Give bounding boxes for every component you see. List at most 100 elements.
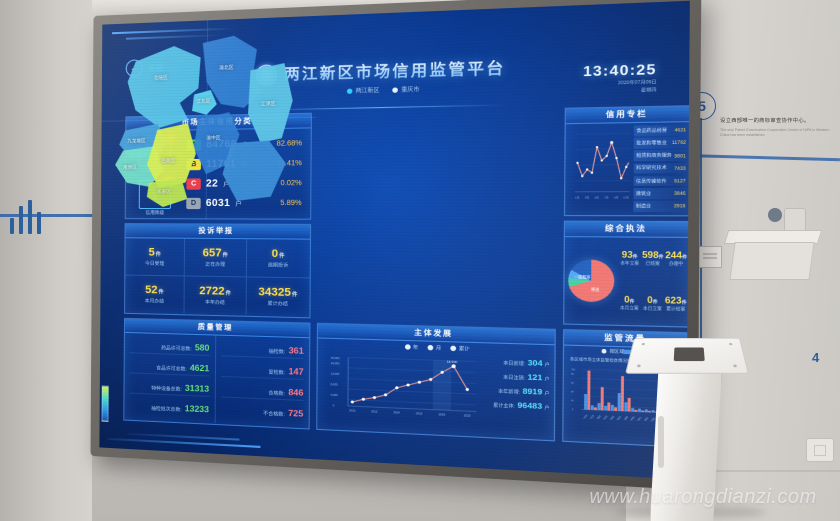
enforcement-cell: 598件 已结案	[641, 237, 665, 282]
wall-accent-stripe-left	[0, 214, 110, 217]
development-line-chart: 18,900 0 4,000 8,000 12,000 16,000 20,000 20…	[330, 353, 479, 419]
dev-toggle-year[interactable]: 年	[412, 345, 419, 352]
dashboard: ← 返回 两江新区市场信用监管平台 两江新区 重庆市 13:40:25 20	[99, 1, 690, 480]
svg-text:0: 0	[333, 403, 335, 407]
left-wall	[0, 0, 92, 521]
svg-text:北碚区: 北碚区	[594, 414, 602, 422]
svg-text:2018: 2018	[439, 412, 446, 417]
enforcement-cell: 93件 本年立案	[618, 236, 641, 281]
svg-text:2012: 2012	[371, 409, 378, 414]
card-credit-column: 信用专栏	[563, 105, 690, 217]
enforcement-cell: 0件 本月立案	[618, 281, 641, 326]
list-item[interactable]: 信息传输软件 5127	[633, 175, 689, 187]
step-number-next: 4	[812, 350, 820, 365]
dev-stat-value: 304	[527, 357, 543, 369]
card-development: 主体发展 年 月 累计	[316, 322, 556, 442]
enf-unit: 件	[658, 253, 664, 260]
enforcement-cell: 244件 办理中	[664, 237, 688, 282]
svg-text:1月: 1月	[575, 195, 579, 199]
rank-name: 制造业	[635, 202, 652, 209]
map-label-yuzhong: 渝中区	[206, 135, 221, 141]
map-label-jiangjin: 江津区	[260, 100, 276, 107]
list-item[interactable]: 制造业 2915	[633, 200, 689, 212]
enf-value: 244	[665, 250, 683, 261]
svg-text:12,000: 12,000	[331, 372, 340, 377]
map-label-nanan: 南岸区	[123, 164, 137, 170]
dev-toggle-total[interactable]: 累计	[458, 346, 470, 353]
svg-text:3月: 3月	[585, 195, 589, 199]
package-icon	[698, 246, 722, 268]
svg-text:2020: 2020	[464, 413, 471, 418]
dev-stat-value: 96483	[517, 400, 543, 412]
radio-icon	[602, 348, 607, 354]
map-label-banan: 巴南区	[161, 158, 176, 164]
svg-text:南岸区: 南岸区	[608, 414, 616, 422]
district-map[interactable]: 北碚区 渝北区 江北区 渝中区 九龙坡区 南岸区 巴南区 长寿区 江津区	[101, 16, 317, 422]
kiosk-cable-hole	[673, 347, 705, 362]
dev-stat-label: 累计主体:	[493, 402, 516, 409]
map-color-legend	[101, 385, 109, 422]
dev-stat-unit: 户	[544, 361, 550, 368]
wall-bars-graphic	[8, 200, 52, 234]
development-stats: 本日新增: 304 户 本日注销: 121 户 本年新增:	[481, 356, 550, 416]
display-bezel: ← 返回 两江新区市场信用监管平台 两江新区 重庆市 13:40:25 20	[90, 0, 702, 491]
enforcement-cell: 0件 本日立案	[641, 281, 665, 326]
card-enforcement: 综合执法 一般程序 移送 93件 本年立案	[563, 220, 690, 328]
enf-unit: 件	[629, 297, 635, 304]
step-caption-cn: 设立西部唯一的商标审查协作中心。	[720, 118, 810, 124]
svg-text:九龙坡: 九龙坡	[621, 415, 629, 423]
rank-name: 租赁和商务服务	[636, 152, 672, 159]
map-label-jiangbei: 江北区	[196, 98, 211, 104]
wall-mounted-display: ← 返回 两江新区市场信用监管平台 两江新区 重庆市 13:40:25 20	[90, 0, 702, 491]
svg-text:2010: 2010	[349, 408, 356, 413]
dev-stat-value: 8919	[522, 386, 543, 397]
svg-text:20: 20	[571, 400, 575, 402]
dev-stat-unit: 户	[544, 390, 550, 396]
svg-text:大渡口: 大渡口	[635, 415, 643, 422]
rank-name: 食品药品经营	[636, 126, 667, 133]
svg-text:11月: 11月	[623, 195, 629, 200]
enf-label: 累计结案	[666, 306, 686, 312]
svg-text:沙坪坝: 沙坪坝	[628, 415, 636, 423]
dev-stat-unit: 户	[544, 404, 550, 411]
dev-stat-label: 本年新增:	[498, 388, 521, 395]
list-item[interactable]: 建筑业 3846	[633, 187, 689, 199]
dev-stat-unit: 户	[544, 375, 550, 382]
dev-toggle-month[interactable]: 月	[435, 346, 442, 352]
enf-label: 办理中	[668, 261, 684, 267]
kiosk-slot	[658, 416, 664, 468]
map-label-changshou: 长寿区	[156, 188, 171, 194]
rank-value: 2915	[673, 203, 686, 209]
list-item[interactable]: 批发和零售业 11762	[633, 137, 689, 149]
pie-label-0: 一般程序	[574, 274, 591, 280]
svg-text:长寿区: 长寿区	[642, 416, 650, 423]
svg-text:18,900: 18,900	[447, 359, 458, 364]
svg-text:江津区: 江津区	[648, 416, 656, 423]
hotline-rank-list[interactable]: 食品药品经营 4621 批发和零售业 11762 租赁和商务服务 9801	[632, 121, 690, 215]
enf-label: 本日立案	[642, 305, 662, 311]
floor-line	[620, 470, 840, 472]
rank-value: 7433	[674, 165, 686, 171]
kiosk-stand	[625, 338, 749, 521]
list-item[interactable]: 科学研究技术 7433	[633, 162, 689, 174]
map-shapes	[114, 34, 293, 208]
enf-label: 已结案	[645, 261, 660, 267]
enforcement-pie-chart: 一般程序 移送	[564, 236, 618, 325]
pie-icon: 一般程序 移送	[568, 258, 615, 302]
list-item[interactable]: 租赁和商务服务 9801	[633, 149, 689, 162]
svg-text:9月: 9月	[614, 195, 618, 200]
rank-name: 科学研究技术	[636, 164, 667, 171]
svg-text:80: 80	[571, 374, 575, 376]
step-caption-en: The only Patent Examination Cooperation …	[720, 128, 830, 138]
pie-label-3: 移送	[591, 286, 600, 292]
hotline-line-chart: 1月 3月 5月 7月 9月 11月	[565, 122, 633, 215]
flow-subtitle: 各区域市场主体监管检查情况统计	[569, 356, 636, 364]
svg-text:0: 0	[572, 409, 574, 411]
dev-stat-label: 本日注销:	[503, 374, 526, 381]
svg-text:2014: 2014	[393, 410, 400, 415]
list-item[interactable]: 食品药品经营 4621	[633, 124, 689, 137]
flow-toggle-region[interactable]: 按区域	[609, 348, 625, 355]
rank-name: 建筑业	[635, 190, 652, 196]
svg-text:江北区: 江北区	[588, 413, 596, 421]
rank-value: 11762	[671, 139, 686, 146]
